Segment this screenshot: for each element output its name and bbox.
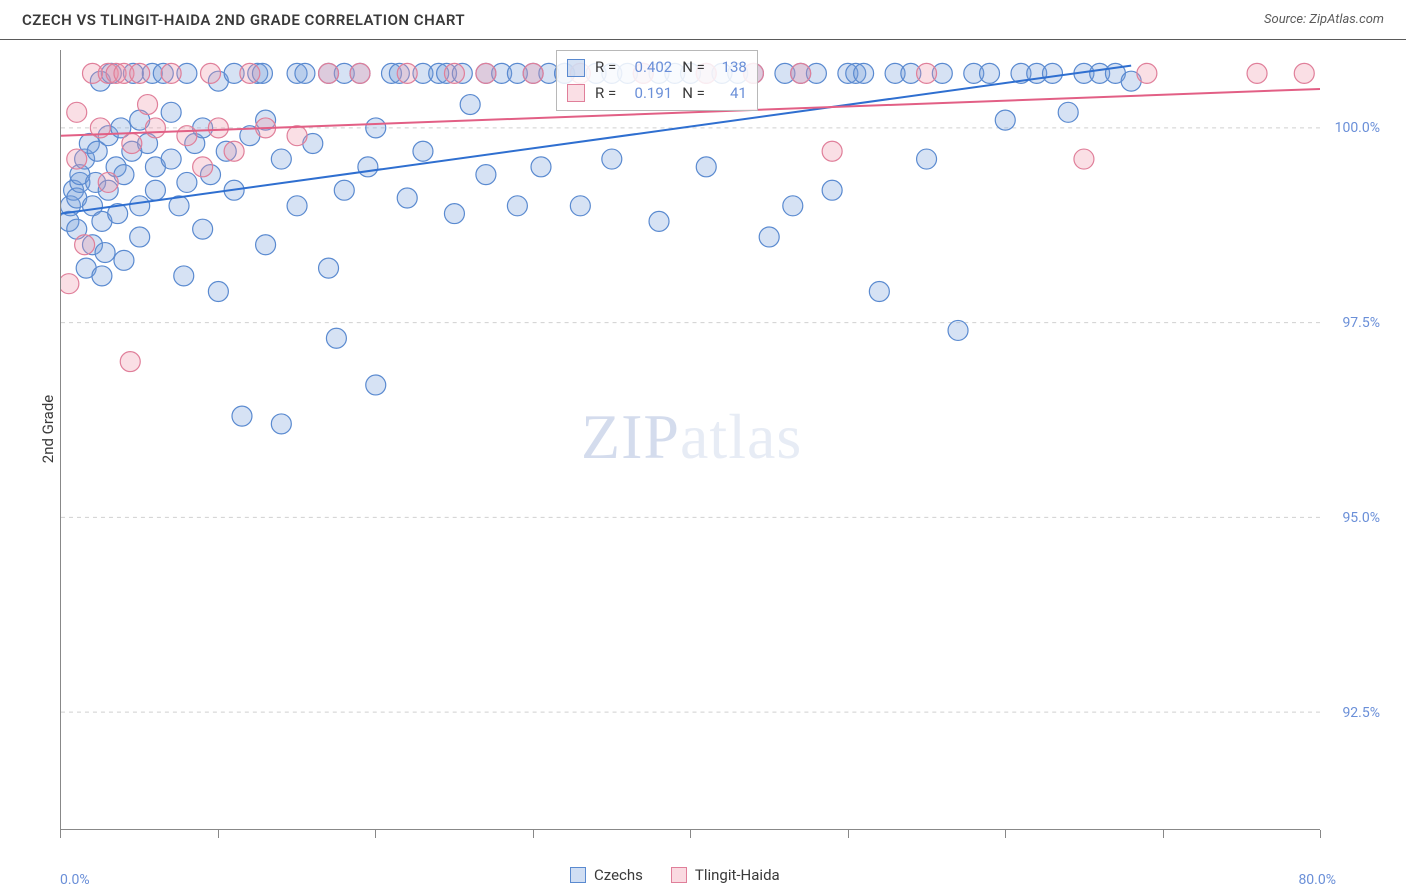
x-max-label: 80.0% <box>1298 872 1336 888</box>
header-bar: CZECH VS TLINGIT-HAIDA 2ND GRADE CORRELA… <box>0 0 1406 40</box>
x-tick <box>690 830 691 838</box>
x-tick <box>848 830 849 838</box>
stats-row-tlingit: R = 0.191 N = 41 <box>567 81 747 107</box>
legend-swatch-tlingit <box>671 867 687 883</box>
legend-label-czechs: Czechs <box>594 866 643 884</box>
x-tick <box>60 830 61 838</box>
stats-label-n2: N = <box>682 81 705 107</box>
stats-r-czechs: 0.402 <box>626 55 672 81</box>
x-tick <box>533 830 534 838</box>
x-tick <box>1320 830 1321 838</box>
stats-n-tlingit: 41 <box>715 81 747 107</box>
legend: Czechs Tlingit-Haida <box>570 866 780 884</box>
stats-n-czechs: 138 <box>715 55 747 81</box>
stats-box: R = 0.402 N = 138 R = 0.191 N = 41 <box>556 50 758 111</box>
x-tick <box>218 830 219 838</box>
x-min-label: 0.0% <box>60 872 90 888</box>
legend-item-tlingit: Tlingit-Haida <box>671 866 780 884</box>
y-tick-label: 100.0% <box>1335 120 1380 136</box>
stats-label-r2: R = <box>595 81 616 107</box>
stats-row-czechs: R = 0.402 N = 138 <box>567 55 747 81</box>
source-text: Source: ZipAtlas.com <box>1264 12 1384 27</box>
stats-swatch-czechs <box>567 59 585 77</box>
stats-label-r: R = <box>595 55 616 81</box>
x-tick <box>1163 830 1164 838</box>
legend-label-tlingit: Tlingit-Haida <box>695 866 780 884</box>
stats-swatch-tlingit <box>567 84 585 102</box>
chart-title: CZECH VS TLINGIT-HAIDA 2ND GRADE CORRELA… <box>22 11 465 29</box>
y-tick-label: 97.5% <box>1342 315 1380 331</box>
x-tick <box>1005 830 1006 838</box>
stats-label-n: N = <box>682 55 705 81</box>
x-tick <box>375 830 376 838</box>
legend-item-czechs: Czechs <box>570 866 643 884</box>
plot-region: ZIPatlas R = 0.402 N = 138 R = 0.191 N =… <box>60 50 1320 830</box>
y-axis-label: 2nd Grade <box>39 395 57 463</box>
legend-swatch-czechs <box>570 867 586 883</box>
y-tick-label: 95.0% <box>1342 510 1380 526</box>
chart-area: 2nd Grade ZIPatlas R = 0.402 N = 138 R =… <box>0 40 1406 892</box>
stats-r-tlingit: 0.191 <box>626 81 672 107</box>
plot-svg <box>61 50 1320 829</box>
y-tick-label: 92.5% <box>1342 705 1380 721</box>
